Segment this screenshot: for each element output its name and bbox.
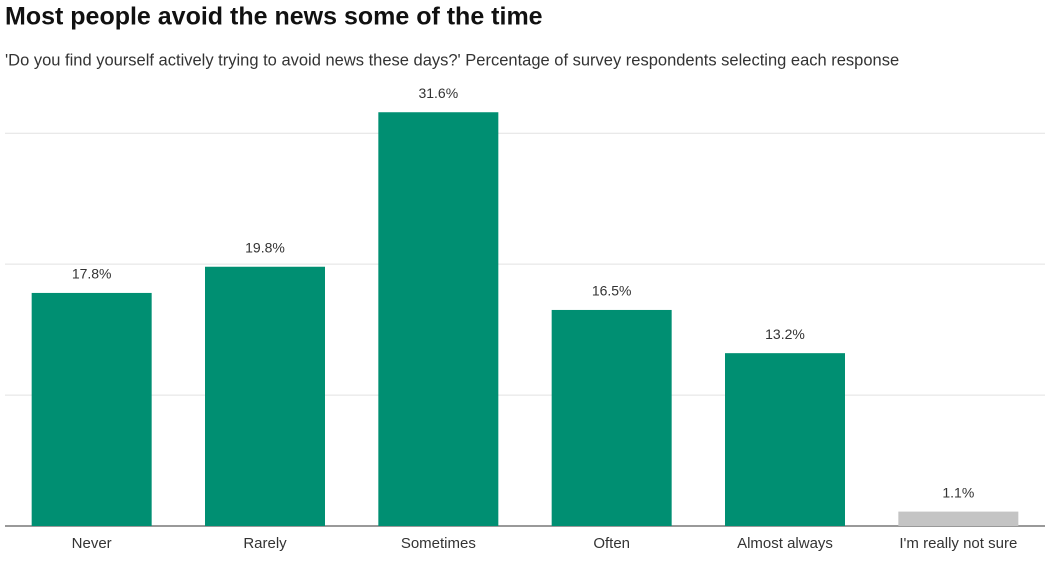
bar (725, 353, 845, 526)
bar (378, 112, 499, 527)
x-tick-label: Rarely (243, 535, 287, 552)
value-label: 16.5% (592, 283, 632, 299)
bar (551, 309, 672, 526)
chart-title: Most people avoid the news some of the t… (5, 3, 543, 31)
value-label: 31.6% (418, 85, 458, 101)
chart-subtitle: 'Do you find yourself actively trying to… (5, 51, 899, 69)
bar (898, 511, 1019, 526)
x-tick-label: Sometimes (401, 535, 476, 552)
x-tick-label: Never (72, 535, 112, 552)
x-tick-label: Often (593, 535, 630, 552)
bar (31, 292, 152, 526)
value-label: 19.8% (245, 239, 285, 255)
x-tick-label: I'm really not sure (899, 535, 1017, 552)
value-label: 1.1% (942, 484, 974, 500)
value-label: 17.8% (72, 266, 112, 282)
x-tick-label: Almost always (737, 535, 833, 552)
bar (205, 266, 325, 526)
value-label: 13.2% (765, 326, 805, 342)
